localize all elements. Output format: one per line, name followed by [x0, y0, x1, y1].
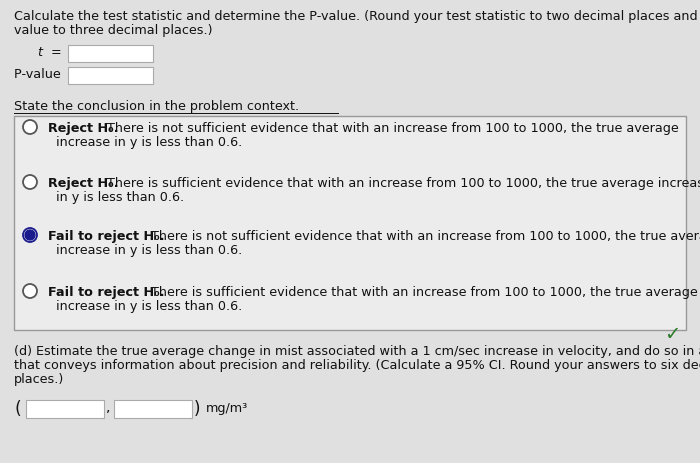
Text: ✓: ✓	[664, 325, 680, 344]
Text: Reject H₀.: Reject H₀.	[48, 177, 118, 190]
Text: increase in y is less than 0.6.: increase in y is less than 0.6.	[56, 136, 242, 149]
Text: (: (	[14, 400, 20, 418]
Text: State the conclusion in the problem context.: State the conclusion in the problem cont…	[14, 100, 299, 113]
Text: t  =: t =	[38, 46, 62, 59]
Text: in y is less than 0.6.: in y is less than 0.6.	[56, 191, 184, 204]
Text: There is not sufficient evidence that with an increase from 100 to 1000, the tru: There is not sufficient evidence that wi…	[147, 230, 700, 243]
Text: (d) Estimate the true average change in mist associated with a 1 cm/sec increase: (d) Estimate the true average change in …	[14, 345, 700, 358]
Text: ,: ,	[106, 400, 111, 414]
FancyBboxPatch shape	[68, 45, 153, 62]
Text: Calculate the test statistic and determine the P-value. (Round your test statist: Calculate the test statistic and determi…	[14, 10, 700, 23]
Text: increase in y is less than 0.6.: increase in y is less than 0.6.	[56, 244, 242, 257]
Text: Fail to reject H₀.: Fail to reject H₀.	[48, 230, 164, 243]
Text: There is sufficient evidence that with an increase from 100 to 1000, the true av: There is sufficient evidence that with a…	[147, 286, 698, 299]
Text: value to three decimal places.): value to three decimal places.)	[14, 24, 213, 37]
Circle shape	[25, 230, 35, 240]
Circle shape	[23, 175, 37, 189]
Circle shape	[23, 228, 37, 242]
FancyBboxPatch shape	[68, 67, 153, 84]
Circle shape	[23, 284, 37, 298]
Text: P-value  =: P-value =	[14, 68, 80, 81]
Text: Reject H₀.: Reject H₀.	[48, 122, 118, 135]
FancyBboxPatch shape	[14, 116, 686, 330]
Text: ): )	[194, 400, 200, 418]
Circle shape	[23, 120, 37, 134]
FancyBboxPatch shape	[26, 400, 104, 418]
Text: mg/m³: mg/m³	[206, 402, 248, 415]
Text: There is not sufficient evidence that with an increase from 100 to 1000, the tru: There is not sufficient evidence that wi…	[103, 122, 679, 135]
Text: There is sufficient evidence that with an increase from 100 to 1000, the true av: There is sufficient evidence that with a…	[103, 177, 700, 190]
Text: that conveys information about precision and reliability. (Calculate a 95% CI. R: that conveys information about precision…	[14, 359, 700, 372]
Text: places.): places.)	[14, 373, 64, 386]
FancyBboxPatch shape	[114, 400, 192, 418]
Text: Fail to reject H₀.: Fail to reject H₀.	[48, 286, 164, 299]
Text: increase in y is less than 0.6.: increase in y is less than 0.6.	[56, 300, 242, 313]
